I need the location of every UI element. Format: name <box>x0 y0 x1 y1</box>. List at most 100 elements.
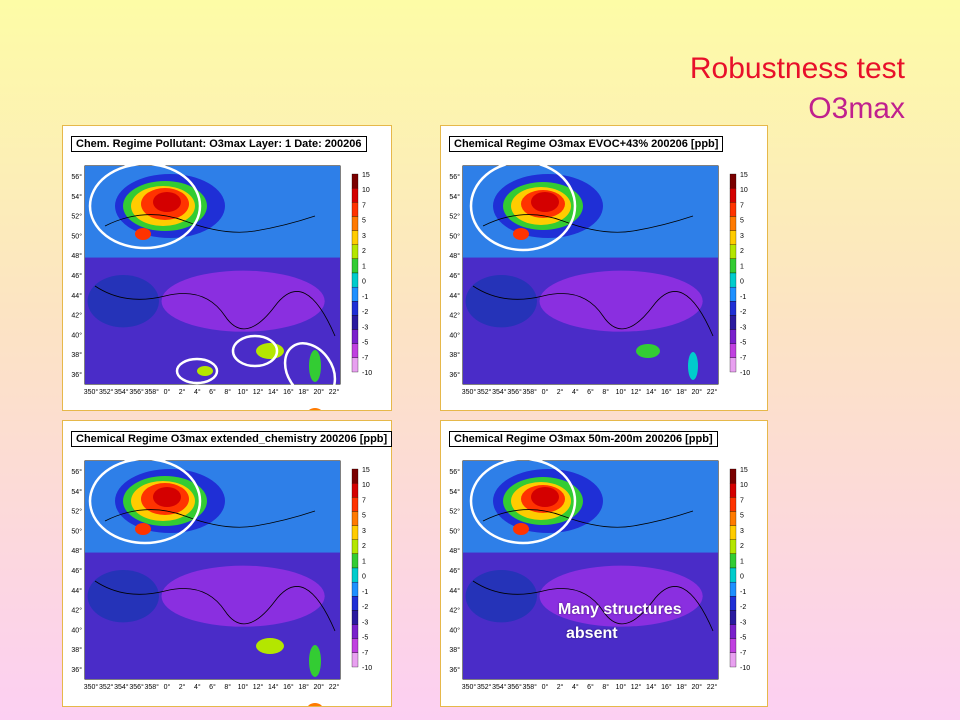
colorbar-swatch <box>729 482 737 498</box>
y-tick-label: 44° <box>71 292 82 300</box>
colorbar-swatch <box>729 286 737 302</box>
coastline <box>472 580 714 632</box>
colorbar-swatch <box>729 329 737 344</box>
colorbar-tick-label: 5 <box>740 513 744 520</box>
x-tick-label: 22° <box>707 683 718 691</box>
coastline <box>94 285 336 337</box>
colorbar-swatch <box>351 539 359 555</box>
colorbar-tick-label: -1 <box>740 294 746 301</box>
colorbar-tick-label: -3 <box>740 619 746 626</box>
colorbar-tick-label: 1 <box>362 263 366 270</box>
x-tick-label: 354° <box>114 683 129 691</box>
y-tick-label: 40° <box>71 626 82 634</box>
x-tick-label: 0° <box>542 683 549 691</box>
hotspot <box>531 192 559 212</box>
colorbar-tick-label: 0 <box>362 574 366 581</box>
y-tick-label: 54° <box>71 488 82 496</box>
y-tick-label: 52° <box>449 213 460 221</box>
colorbar-swatch <box>351 482 359 498</box>
x-tick-label: 6° <box>587 388 594 396</box>
x-tick-label: 20° <box>314 388 325 396</box>
colorbar-swatch <box>729 357 737 373</box>
colorbar-tick-label: -5 <box>740 635 746 642</box>
x-tick-label: 12° <box>253 388 264 396</box>
y-tick-label: 48° <box>449 547 460 555</box>
colorbar-tick-label: 3 <box>740 233 744 240</box>
x-tick-label: 356° <box>129 388 144 396</box>
colorbar-tick-label: 15 <box>740 172 748 179</box>
y-tick-label: 46° <box>449 567 460 575</box>
x-tick-label: 2° <box>179 683 186 691</box>
colorbar-tick-label: 10 <box>740 482 748 489</box>
colorbar-swatch <box>729 272 737 288</box>
x-tick-label: 16° <box>661 683 672 691</box>
map-title: Chemical Regime O3max EVOC+43% 200206 [p… <box>449 136 724 152</box>
hotspot <box>513 523 529 535</box>
x-tick-label: 350° <box>462 388 477 396</box>
colorbar-tick-label: -10 <box>740 370 750 377</box>
y-tick-label: 52° <box>71 508 82 516</box>
y-tick-label: 36° <box>449 666 460 674</box>
hotspot <box>153 487 181 507</box>
colorbar-tick-label: 0 <box>362 279 366 286</box>
colorbar-tick-label: 7 <box>362 202 366 209</box>
x-tick-label: 18° <box>298 683 309 691</box>
x-tick-label: 2° <box>179 388 186 396</box>
colorbar-tick-label: 3 <box>362 233 366 240</box>
x-tick-label: 20° <box>692 388 703 396</box>
x-tick-label: 12° <box>631 388 642 396</box>
hotspot <box>256 343 284 359</box>
colorbar-tick-label: 10 <box>362 482 370 489</box>
colorbar-tick-label: 10 <box>362 187 370 194</box>
colorbar-swatch <box>729 230 737 245</box>
hotspot <box>513 228 529 240</box>
map-title: Chem. Regime Pollutant: O3max Layer: 1 D… <box>71 136 367 152</box>
highlight-circle <box>175 357 219 385</box>
colorbar-tick-label: 7 <box>362 497 366 504</box>
x-tick-label: 10° <box>238 388 249 396</box>
colorbar-swatch <box>729 596 737 611</box>
y-tick-label: 44° <box>449 292 460 300</box>
colorbar-tick-label: -1 <box>362 589 368 596</box>
x-tick-label: 356° <box>129 683 144 691</box>
x-tick-label: 8° <box>224 388 231 396</box>
colorbar-swatch <box>729 258 737 274</box>
x-tick-label: 12° <box>253 683 264 691</box>
hotspot <box>309 645 321 677</box>
colorbar-swatch <box>351 624 359 639</box>
y-tick-label: 56° <box>449 468 460 476</box>
colorbar-tick-label: -3 <box>362 619 368 626</box>
x-tick-label: 354° <box>114 388 129 396</box>
colorbar-tick-label: 2 <box>362 248 366 255</box>
x-tick-label: 20° <box>692 683 703 691</box>
colorbar-swatch <box>351 286 359 302</box>
colorbar-swatch <box>351 272 359 288</box>
x-tick-label: 14° <box>646 683 657 691</box>
x-tick-label: 350° <box>84 683 99 691</box>
x-tick-label: 354° <box>492 683 507 691</box>
slide-title-line1: Robustness test <box>689 52 905 85</box>
colorbar-tick-label: 3 <box>740 528 744 535</box>
y-tick-label: 54° <box>71 193 82 201</box>
hotspot <box>135 523 151 535</box>
x-tick-label: 2° <box>557 388 564 396</box>
x-tick-label: 22° <box>707 388 718 396</box>
x-tick-label: 354° <box>492 388 507 396</box>
colorbar-tick-label: 5 <box>362 513 366 520</box>
colorbar-swatch <box>351 357 359 373</box>
colorbar-tick-label: -2 <box>362 604 368 611</box>
colorbar-tick-label: 1 <box>362 558 366 565</box>
x-tick-label: 356° <box>507 683 522 691</box>
x-tick-label: 4° <box>572 683 579 691</box>
hotspot <box>197 366 213 376</box>
colorbar-swatch <box>729 468 737 484</box>
colorbar-swatch <box>351 525 359 540</box>
x-tick-label: 14° <box>268 683 279 691</box>
y-tick-label: 54° <box>449 193 460 201</box>
map-iberia-region <box>465 570 537 623</box>
highlight-circle <box>469 160 577 252</box>
colorbar-swatch <box>729 624 737 639</box>
colorbar-swatch <box>351 497 359 512</box>
colorbar-tick-label: 3 <box>362 528 366 535</box>
x-tick-label: 4° <box>572 388 579 396</box>
